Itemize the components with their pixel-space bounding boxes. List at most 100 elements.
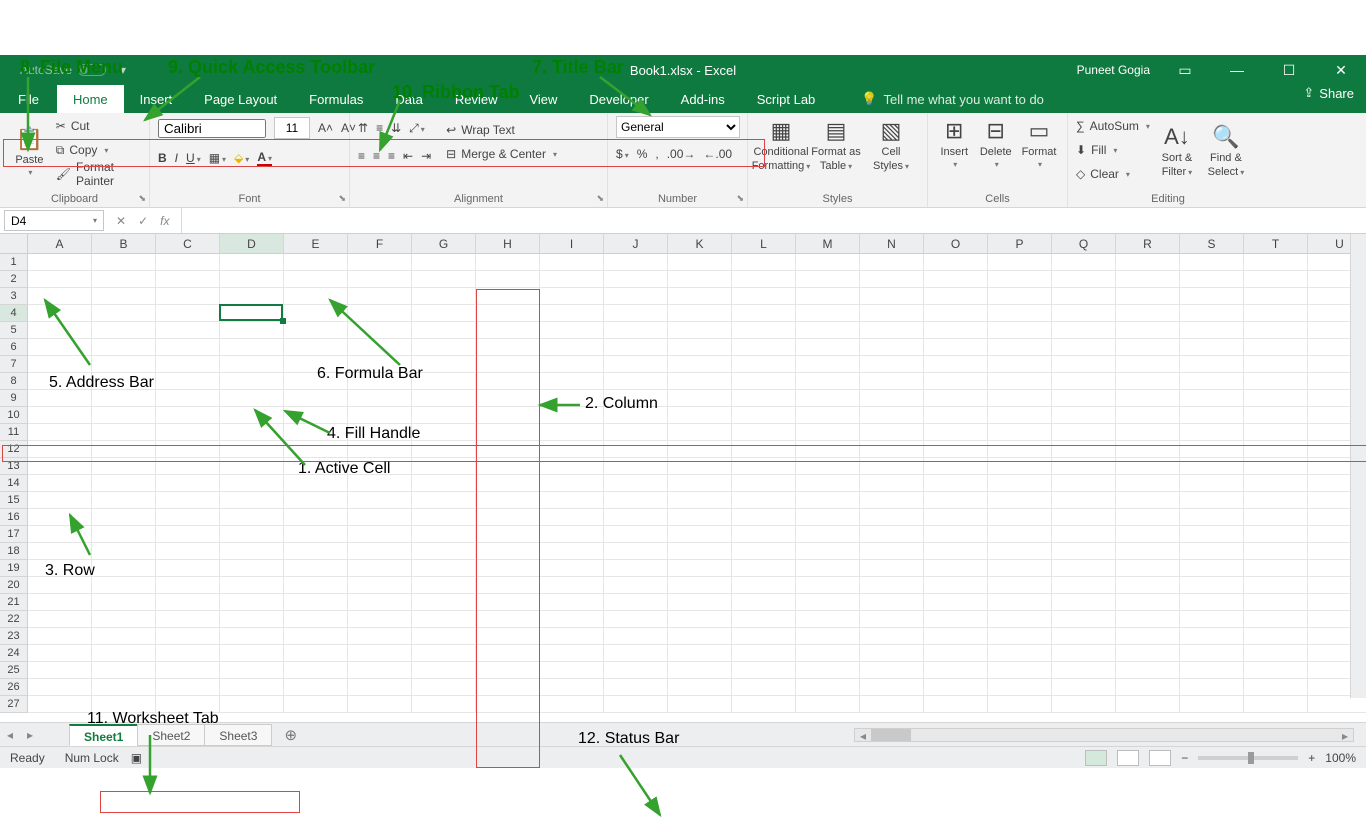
row-header[interactable]: 4 [0,305,28,322]
cell[interactable] [156,526,220,543]
cell[interactable] [604,339,668,356]
cell[interactable] [92,373,156,390]
zoom-slider[interactable] [1198,756,1298,760]
cell[interactable] [924,662,988,679]
cell[interactable] [92,254,156,271]
cell[interactable] [540,322,604,339]
cell[interactable] [1244,645,1308,662]
cell[interactable] [284,288,348,305]
cell[interactable] [860,509,924,526]
cell[interactable] [28,645,92,662]
increase-font-icon[interactable]: A˄ [318,121,333,135]
cell[interactable] [412,475,476,492]
cell[interactable] [1052,543,1116,560]
row-header[interactable]: 23 [0,628,28,645]
cell[interactable] [1244,407,1308,424]
cell[interactable] [1116,390,1180,407]
cell[interactable] [92,424,156,441]
font-dialog-launcher[interactable]: ⬊ [338,193,346,204]
cell[interactable] [988,339,1052,356]
cell[interactable] [1116,475,1180,492]
cell[interactable] [348,509,412,526]
cell[interactable] [92,696,156,713]
cell[interactable] [92,407,156,424]
cell[interactable] [540,492,604,509]
cell[interactable] [732,543,796,560]
cell[interactable] [1180,373,1244,390]
cell[interactable] [1244,373,1308,390]
bold-button[interactable]: B [158,151,167,165]
cell[interactable] [668,271,732,288]
cell[interactable] [1116,526,1180,543]
cell[interactable] [220,458,284,475]
cell[interactable] [668,526,732,543]
conditional-formatting-button[interactable]: ▦ConditionalFormatting▾ [756,116,806,172]
cell[interactable] [732,679,796,696]
cell[interactable] [540,509,604,526]
cell[interactable] [1244,390,1308,407]
cell[interactable] [1052,458,1116,475]
cell[interactable] [92,390,156,407]
column-header[interactable]: T [1244,234,1308,254]
share-button[interactable]: ⇪ Share [1303,85,1354,101]
row-header[interactable]: 19 [0,560,28,577]
cell[interactable] [988,305,1052,322]
cell[interactable] [1116,594,1180,611]
cell[interactable] [604,458,668,475]
cell[interactable] [220,509,284,526]
cell[interactable] [668,492,732,509]
cell[interactable] [28,407,92,424]
format-as-table-button[interactable]: ▤Format asTable▾ [811,116,861,172]
fill-button[interactable]: ⬇Fill▾ [1076,140,1150,160]
cell[interactable] [540,254,604,271]
cell[interactable] [284,339,348,356]
cell[interactable] [540,339,604,356]
cell[interactable] [604,611,668,628]
cell[interactable] [1308,696,1366,713]
cell[interactable] [668,339,732,356]
cell[interactable] [668,696,732,713]
cell[interactable] [284,662,348,679]
cell[interactable] [1116,577,1180,594]
cell[interactable] [732,305,796,322]
cell[interactable] [796,407,860,424]
cell[interactable] [668,628,732,645]
cell[interactable] [1052,441,1116,458]
cell[interactable] [28,611,92,628]
cell[interactable] [604,407,668,424]
format-cells-button[interactable]: ▭Format▾ [1019,116,1059,169]
column-header[interactable]: C [156,234,220,254]
cell[interactable] [412,594,476,611]
cell[interactable] [1244,611,1308,628]
copy-button[interactable]: ⧉Copy▾ [56,140,141,160]
cell[interactable] [604,509,668,526]
cell[interactable] [348,560,412,577]
align-top-icon[interactable]: ⇈ [358,121,368,135]
cell[interactable] [1244,577,1308,594]
cell[interactable] [668,458,732,475]
cell[interactable] [348,339,412,356]
cell[interactable] [796,424,860,441]
cell[interactable] [732,577,796,594]
cell[interactable] [1116,679,1180,696]
cell[interactable] [796,271,860,288]
row-header[interactable]: 17 [0,526,28,543]
cell[interactable] [476,322,540,339]
cell[interactable] [540,611,604,628]
cell[interactable] [732,339,796,356]
clear-button[interactable]: ◇Clear▾ [1076,164,1150,184]
cell[interactable] [1052,577,1116,594]
cell[interactable] [1180,645,1244,662]
cell[interactable] [1116,458,1180,475]
cell[interactable] [412,662,476,679]
cell[interactable] [1244,492,1308,509]
cell[interactable] [924,390,988,407]
cell[interactable] [732,662,796,679]
cell[interactable] [1116,424,1180,441]
column-header[interactable]: O [924,234,988,254]
cell[interactable] [924,526,988,543]
cell[interactable] [860,441,924,458]
cell[interactable] [284,373,348,390]
cell[interactable] [1180,271,1244,288]
cell[interactable] [412,560,476,577]
